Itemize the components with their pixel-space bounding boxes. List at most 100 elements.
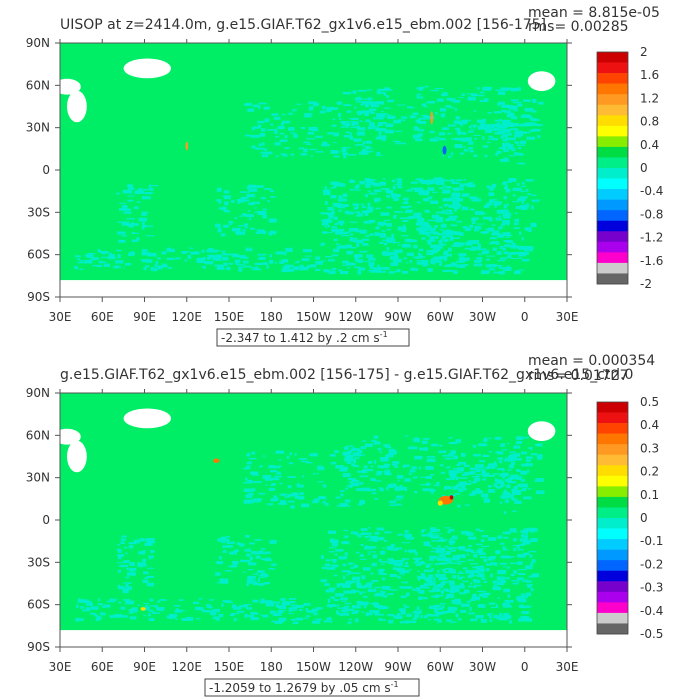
low-value-patch — [251, 500, 254, 504]
x-tick-label: 180 — [260, 660, 283, 674]
low-value-patch — [452, 231, 461, 235]
low-value-patch — [370, 478, 377, 481]
low-value-patch — [510, 573, 515, 577]
low-value-patch — [443, 250, 449, 253]
low-value-patch — [316, 472, 319, 475]
low-value-patch — [321, 566, 327, 570]
low-value-patch — [495, 89, 501, 91]
low-value-patch — [305, 608, 308, 612]
low-value-patch — [266, 129, 276, 131]
x-tick-label: 120E — [172, 660, 203, 674]
low-value-patch — [233, 618, 237, 622]
low-value-patch — [516, 476, 524, 478]
low-value-patch — [381, 267, 390, 270]
low-value-patch — [440, 224, 447, 228]
low-value-patch — [508, 456, 515, 460]
low-value-patch — [520, 484, 525, 487]
low-value-patch — [366, 147, 373, 150]
low-value-patch — [145, 235, 155, 237]
low-value-patch — [85, 607, 91, 612]
low-value-patch — [184, 259, 188, 262]
low-value-patch — [223, 210, 230, 213]
low-value-patch — [502, 475, 506, 479]
low-value-patch — [430, 236, 439, 239]
low-value-patch — [237, 202, 241, 204]
low-value-patch — [414, 613, 420, 618]
low-value-patch — [499, 245, 504, 249]
low-value-patch — [471, 200, 474, 202]
low-value-patch — [321, 555, 324, 560]
low-value-patch — [249, 556, 253, 561]
low-value-patch — [498, 131, 505, 135]
low-value-patch — [489, 237, 498, 240]
low-value-patch — [495, 217, 502, 221]
low-value-patch — [498, 460, 503, 464]
low-value-patch — [455, 476, 459, 480]
low-value-patch — [321, 260, 326, 262]
colorbar-swatch — [597, 412, 628, 424]
low-value-patch — [475, 474, 484, 476]
low-value-patch — [355, 531, 359, 536]
low-value-patch — [144, 225, 147, 228]
low-value-patch — [131, 221, 134, 224]
low-value-patch — [352, 126, 358, 128]
low-value-patch — [380, 212, 390, 216]
low-value-patch — [525, 565, 533, 570]
low-value-patch — [401, 235, 409, 237]
low-value-patch — [473, 554, 478, 558]
hotspot-cell — [430, 111, 434, 125]
low-value-patch — [434, 608, 439, 613]
low-value-patch — [440, 464, 444, 467]
low-value-patch — [333, 142, 337, 144]
low-value-patch — [131, 239, 139, 242]
low-value-patch — [342, 575, 346, 580]
low-value-patch — [233, 606, 242, 610]
x-tick-label: 30E — [49, 660, 72, 674]
low-value-patch — [271, 477, 280, 481]
low-value-patch — [328, 259, 335, 262]
low-value-patch — [408, 473, 412, 475]
low-value-patch — [467, 585, 475, 588]
low-value-patch — [458, 258, 463, 262]
low-value-patch — [333, 155, 340, 158]
low-value-patch — [353, 564, 358, 568]
low-value-patch — [367, 206, 374, 211]
low-value-patch — [125, 552, 128, 554]
low-value-patch — [127, 195, 135, 197]
low-value-patch — [385, 469, 390, 471]
low-value-patch — [451, 245, 456, 247]
low-value-patch — [458, 477, 468, 479]
low-value-patch — [524, 472, 527, 475]
low-value-patch — [335, 496, 341, 499]
low-value-patch — [396, 249, 403, 253]
low-value-patch — [450, 199, 455, 202]
low-value-patch — [149, 185, 159, 187]
low-value-patch — [131, 223, 139, 226]
low-value-patch — [121, 535, 126, 538]
low-value-patch — [473, 259, 478, 263]
low-value-patch — [432, 191, 438, 193]
low-value-patch — [362, 141, 366, 145]
low-value-patch — [328, 587, 336, 590]
low-value-patch — [488, 489, 495, 493]
low-value-patch — [117, 554, 125, 557]
low-value-patch — [231, 200, 235, 203]
hotspot-cell — [185, 141, 189, 151]
low-value-patch — [362, 238, 370, 241]
low-value-patch — [142, 558, 147, 562]
low-value-patch — [262, 455, 266, 457]
low-value-patch — [347, 505, 351, 507]
low-value-patch — [381, 465, 387, 468]
low-value-patch — [430, 89, 440, 92]
colorbar-label: 0.8 — [640, 115, 659, 129]
low-value-patch — [477, 119, 484, 123]
low-value-patch — [365, 119, 370, 123]
low-value-patch — [331, 210, 335, 214]
low-value-patch — [458, 461, 467, 465]
low-value-patch — [254, 211, 261, 213]
low-value-patch — [501, 226, 504, 228]
low-value-patch — [487, 557, 495, 561]
low-value-patch — [487, 485, 492, 488]
low-value-patch — [366, 614, 369, 617]
low-value-patch — [281, 602, 289, 605]
